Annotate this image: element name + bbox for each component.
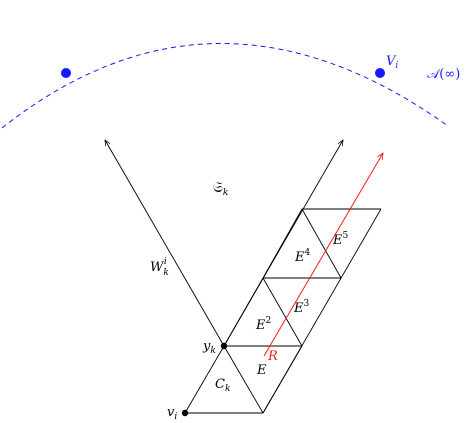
label-W_k_i-base: W: [150, 260, 165, 275]
label-E5-base: E: [332, 233, 343, 248]
ray-left: [105, 140, 225, 347]
boundary-point-left: [61, 68, 71, 78]
label-C_k-base: C: [215, 377, 225, 392]
vertex-v_i: [181, 409, 189, 417]
label-E5: E5: [332, 231, 349, 248]
label-E4: E4: [294, 248, 311, 265]
label-A_inf: 𝒜(∞): [427, 67, 460, 82]
label-E: E: [256, 363, 267, 378]
label-E2-base: E: [255, 318, 266, 333]
label-E3: E3: [293, 299, 310, 316]
label-E-base: E: [256, 363, 267, 378]
boundary-arc: [1, 43, 449, 129]
boundary-point-V_i: [375, 68, 385, 78]
label-y_k-sub: k: [210, 346, 215, 356]
label-W_k_i: Wki: [150, 257, 169, 278]
label-E3-sup: 3: [304, 299, 310, 309]
label-S_k-base: 𝔖: [213, 180, 223, 196]
label-v_i-base: v: [167, 405, 175, 420]
vertex-y_k: [220, 342, 228, 350]
label-S_k: 𝔖k: [213, 180, 228, 198]
label-E3-base: E: [293, 301, 304, 316]
label-y_k-base: y: [202, 339, 211, 354]
label-W_k_i-sub: k: [163, 268, 168, 278]
label-A_inf-text: 𝒜(∞): [427, 67, 460, 82]
label-E2: E2: [255, 316, 271, 333]
label-R: R: [267, 349, 278, 364]
label-E4-sup: 4: [305, 248, 311, 258]
label-V_i: Vi: [386, 54, 398, 71]
ray-R: [263, 153, 383, 357]
label-S_k-sub: k: [223, 188, 228, 198]
label-v_i-sub: i: [174, 412, 177, 422]
label-y_k: yk: [202, 339, 216, 356]
label-C_k-sub: k: [225, 384, 230, 394]
label-V_i-base: V: [386, 54, 397, 69]
label-v_i: vi: [167, 405, 177, 422]
label-E4-base: E: [294, 250, 305, 265]
triangle-tiling: [184, 208, 382, 414]
label-C_k: Ck: [215, 377, 230, 394]
label-W_k_i-sup: i: [164, 257, 167, 267]
label-V_i-sub: i: [395, 61, 398, 71]
label-E5-sup: 5: [343, 231, 349, 241]
label-E2-sup: 2: [266, 316, 272, 326]
label-R-base: R: [267, 349, 278, 364]
